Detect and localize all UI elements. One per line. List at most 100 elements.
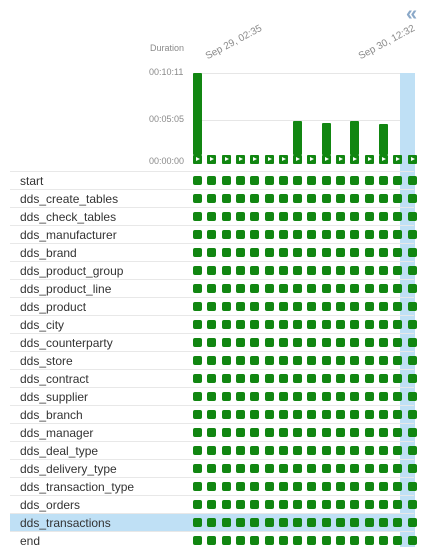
task-instance-cell[interactable] bbox=[250, 392, 259, 401]
task-instance-cell[interactable] bbox=[322, 266, 331, 275]
task-instance-cell[interactable] bbox=[279, 464, 288, 473]
task-instance-cell[interactable] bbox=[350, 194, 359, 203]
task-instance-cell[interactable] bbox=[236, 428, 245, 437]
task-label[interactable]: dds_transactions bbox=[20, 516, 111, 530]
task-instance-cell[interactable] bbox=[350, 446, 359, 455]
task-instance-cell[interactable] bbox=[307, 374, 316, 383]
task-instance-cell[interactable] bbox=[193, 320, 202, 329]
task-label[interactable]: start bbox=[20, 174, 44, 188]
task-instance-cell[interactable] bbox=[365, 446, 374, 455]
task-instance-cell[interactable] bbox=[265, 428, 274, 437]
task-instance-cell[interactable] bbox=[336, 266, 345, 275]
task-instance-cell[interactable] bbox=[222, 482, 231, 491]
task-label[interactable]: dds_manufacturer bbox=[20, 228, 117, 242]
task-row[interactable]: dds_product_line bbox=[10, 279, 414, 297]
task-instance-cell[interactable] bbox=[336, 194, 345, 203]
task-label[interactable]: dds_transaction_type bbox=[20, 480, 135, 494]
task-row[interactable]: dds_counterparty bbox=[10, 333, 414, 351]
task-instance-cell[interactable] bbox=[336, 482, 345, 491]
task-instance-cell[interactable] bbox=[207, 248, 216, 257]
task-instance-cell[interactable] bbox=[236, 248, 245, 257]
task-row[interactable]: dds_manufacturer bbox=[10, 225, 414, 243]
task-instance-cell[interactable] bbox=[236, 500, 245, 509]
task-instance-cell[interactable] bbox=[408, 230, 417, 239]
task-instance-cell[interactable] bbox=[322, 392, 331, 401]
task-instance-cell[interactable] bbox=[250, 464, 259, 473]
run-play-icon[interactable] bbox=[222, 155, 231, 164]
task-instance-cell[interactable] bbox=[265, 356, 274, 365]
task-label[interactable]: dds_manager bbox=[20, 426, 94, 440]
task-row[interactable]: dds_manager bbox=[10, 423, 414, 441]
task-instance-cell[interactable] bbox=[365, 356, 374, 365]
task-row[interactable]: dds_product bbox=[10, 297, 414, 315]
task-instance-cell[interactable] bbox=[350, 230, 359, 239]
task-instance-cell[interactable] bbox=[393, 392, 402, 401]
task-instance-cell[interactable] bbox=[350, 212, 359, 221]
task-instance-cell[interactable] bbox=[393, 374, 402, 383]
task-instance-cell[interactable] bbox=[222, 374, 231, 383]
task-instance-cell[interactable] bbox=[207, 338, 216, 347]
task-instance-cell[interactable] bbox=[393, 212, 402, 221]
task-instance-cell[interactable] bbox=[265, 266, 274, 275]
task-instance-cell[interactable] bbox=[222, 320, 231, 329]
task-row[interactable]: dds_supplier bbox=[10, 387, 414, 405]
task-instance-cell[interactable] bbox=[322, 410, 331, 419]
task-instance-cell[interactable] bbox=[307, 482, 316, 491]
task-instance-cell[interactable] bbox=[379, 248, 388, 257]
task-instance-cell[interactable] bbox=[265, 536, 274, 545]
task-instance-cell[interactable] bbox=[307, 248, 316, 257]
task-instance-cell[interactable] bbox=[393, 320, 402, 329]
task-label[interactable]: dds_delivery_type bbox=[20, 462, 117, 476]
task-instance-cell[interactable] bbox=[336, 518, 345, 527]
task-instance-cell[interactable] bbox=[279, 356, 288, 365]
task-instance-cell[interactable] bbox=[350, 266, 359, 275]
task-instance-cell[interactable] bbox=[379, 302, 388, 311]
task-instance-cell[interactable] bbox=[408, 392, 417, 401]
task-instance-cell[interactable] bbox=[250, 212, 259, 221]
task-instance-cell[interactable] bbox=[408, 284, 417, 293]
task-label[interactable]: dds_create_tables bbox=[20, 192, 119, 206]
task-instance-cell[interactable] bbox=[250, 266, 259, 275]
task-instance-cell[interactable] bbox=[336, 176, 345, 185]
task-instance-cell[interactable] bbox=[307, 266, 316, 275]
task-instance-cell[interactable] bbox=[193, 266, 202, 275]
task-instance-cell[interactable] bbox=[350, 284, 359, 293]
task-instance-cell[interactable] bbox=[365, 536, 374, 545]
task-instance-cell[interactable] bbox=[207, 284, 216, 293]
task-instance-cell[interactable] bbox=[207, 536, 216, 545]
task-instance-cell[interactable] bbox=[250, 320, 259, 329]
task-instance-cell[interactable] bbox=[393, 302, 402, 311]
run-play-icon[interactable] bbox=[365, 155, 374, 164]
run-play-icon[interactable] bbox=[393, 155, 402, 164]
task-instance-cell[interactable] bbox=[293, 500, 302, 509]
task-instance-cell[interactable] bbox=[379, 392, 388, 401]
task-instance-cell[interactable] bbox=[408, 266, 417, 275]
task-label[interactable]: dds_store bbox=[20, 354, 73, 368]
run-play-icon[interactable] bbox=[207, 155, 216, 164]
task-label[interactable]: dds_supplier bbox=[20, 390, 89, 404]
task-label[interactable]: dds_counterparty bbox=[20, 336, 113, 350]
task-instance-cell[interactable] bbox=[379, 464, 388, 473]
task-instance-cell[interactable] bbox=[336, 338, 345, 347]
task-instance-cell[interactable] bbox=[365, 500, 374, 509]
task-instance-cell[interactable] bbox=[279, 428, 288, 437]
task-instance-cell[interactable] bbox=[307, 320, 316, 329]
task-row[interactable]: dds_branch bbox=[10, 405, 414, 423]
run-play-icon[interactable] bbox=[193, 155, 202, 164]
task-label[interactable]: dds_check_tables bbox=[20, 210, 117, 224]
task-instance-cell[interactable] bbox=[379, 446, 388, 455]
task-instance-cell[interactable] bbox=[336, 302, 345, 311]
task-instance-cell[interactable] bbox=[379, 320, 388, 329]
task-instance-cell[interactable] bbox=[193, 410, 202, 419]
task-instance-cell[interactable] bbox=[265, 302, 274, 311]
task-instance-cell[interactable] bbox=[307, 392, 316, 401]
task-instance-cell[interactable] bbox=[193, 374, 202, 383]
task-instance-cell[interactable] bbox=[193, 428, 202, 437]
task-instance-cell[interactable] bbox=[408, 176, 417, 185]
task-row[interactable]: dds_product_group bbox=[10, 261, 414, 279]
task-instance-cell[interactable] bbox=[379, 266, 388, 275]
task-instance-cell[interactable] bbox=[265, 338, 274, 347]
task-instance-cell[interactable] bbox=[250, 338, 259, 347]
task-instance-cell[interactable] bbox=[279, 284, 288, 293]
task-instance-cell[interactable] bbox=[350, 464, 359, 473]
